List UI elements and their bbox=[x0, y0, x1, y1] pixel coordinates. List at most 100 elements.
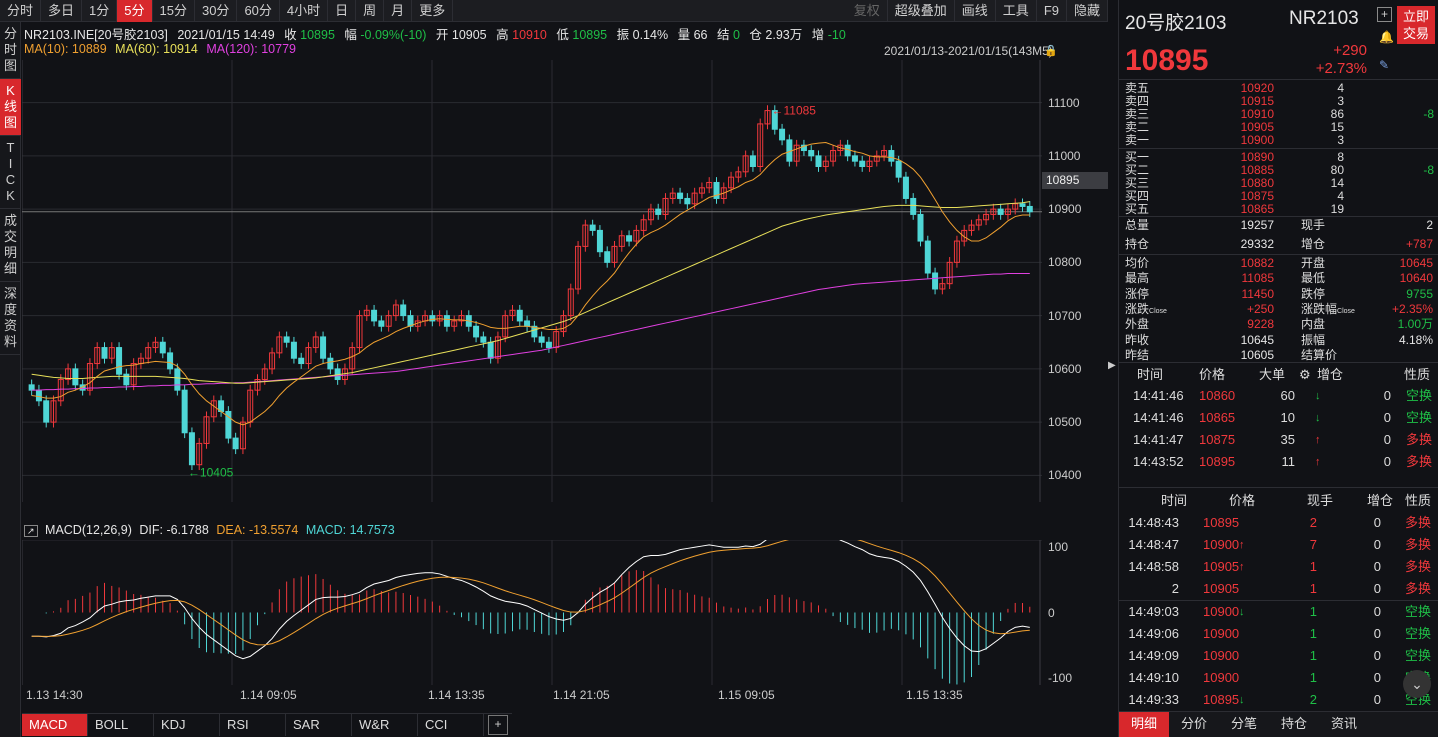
collapse-panel-icon[interactable]: ▶ bbox=[1108, 360, 1116, 371]
candle bbox=[494, 336, 501, 359]
toolbar-right-2[interactable]: 画线 bbox=[955, 0, 996, 22]
quote-tab-2[interactable]: 分笔 bbox=[1230, 716, 1257, 731]
edit-icon[interactable]: ✎ bbox=[1379, 58, 1390, 72]
candle bbox=[844, 144, 851, 157]
period-tab-8[interactable]: 日 bbox=[328, 0, 357, 22]
period-tab-2[interactable]: 1分 bbox=[82, 0, 118, 22]
trade-nature: 多换 bbox=[1406, 454, 1433, 469]
candle bbox=[159, 341, 166, 354]
quote-tab-1[interactable]: 分价 bbox=[1180, 716, 1207, 731]
candle bbox=[502, 315, 509, 338]
macd-settings-icon[interactable]: ↗ bbox=[24, 525, 38, 537]
detail-time: 14:48:43 bbox=[1128, 515, 1179, 530]
period-tab-3[interactable]: 5分 bbox=[117, 0, 153, 22]
toolbar-right-1[interactable]: 超级叠加 bbox=[888, 0, 955, 22]
indicator-tab-kdj[interactable]: KDJ bbox=[154, 714, 220, 736]
period-tab-6[interactable]: 60分 bbox=[237, 0, 280, 22]
candle bbox=[932, 272, 939, 290]
candle bbox=[757, 123, 764, 168]
candle bbox=[779, 128, 786, 141]
alert-bell-icon[interactable]: 🔔 bbox=[1379, 30, 1394, 44]
indicator-tab-macd[interactable]: MACD bbox=[22, 714, 88, 736]
stat-value: 10640 bbox=[1399, 271, 1433, 286]
candle bbox=[822, 160, 829, 168]
period-tab-9[interactable]: 周 bbox=[356, 0, 385, 22]
toolbar-right-4[interactable]: F9 bbox=[1037, 0, 1067, 22]
candle bbox=[531, 325, 538, 338]
orderbook-price: 10880 bbox=[1240, 176, 1274, 190]
period-tab-10[interactable]: 月 bbox=[384, 0, 413, 22]
period-tab-1[interactable]: 多日 bbox=[41, 0, 83, 22]
detail-time: 14:49:06 bbox=[1128, 626, 1179, 641]
indicator-tab-cci[interactable]: CCI bbox=[418, 714, 484, 736]
candle bbox=[553, 331, 560, 349]
date-range-label: 2021/01/13-2021/01/15(143M5) bbox=[884, 44, 1053, 58]
stat-label: 跌停 bbox=[1301, 286, 1326, 301]
period-tab-0[interactable]: 分时 bbox=[0, 0, 42, 22]
trade-now-button[interactable]: 立即交易 bbox=[1397, 6, 1435, 44]
low-marker: ←10405 bbox=[188, 466, 234, 480]
quote-tab-0[interactable]: 明细 bbox=[1119, 712, 1169, 737]
gear-icon[interactable]: ⚙ bbox=[1299, 367, 1311, 382]
detail-oi: 0 bbox=[1373, 626, 1381, 641]
stat-value: +250 bbox=[1246, 301, 1274, 316]
inc-label: 增 bbox=[811, 28, 825, 42]
candle bbox=[123, 373, 130, 386]
indicator-tab-rsi[interactable]: RSI bbox=[220, 714, 286, 736]
candle bbox=[953, 240, 960, 263]
indicator-tab-w&r[interactable]: W&R bbox=[352, 714, 418, 736]
quote-tab-4[interactable]: 资讯 bbox=[1330, 716, 1357, 731]
macd-value-label: MACD: 14.7573 bbox=[305, 523, 395, 537]
orderbook-price: 10865 bbox=[1240, 202, 1274, 216]
quote-tab-3[interactable]: 持仓 bbox=[1280, 716, 1307, 731]
stat-label: 外盘 bbox=[1125, 317, 1150, 332]
add-watchlist-icon[interactable]: + bbox=[1377, 7, 1392, 22]
macd-chart[interactable] bbox=[22, 540, 1042, 685]
toolbar-right-3[interactable]: 工具 bbox=[996, 0, 1037, 22]
toolbar-right-0[interactable]: 复权 bbox=[847, 0, 888, 22]
detail-nature: 多换 bbox=[1405, 559, 1432, 574]
trade-time: 14:41:46 bbox=[1133, 388, 1184, 403]
stat-value: 9228 bbox=[1247, 317, 1274, 332]
stat-label: 涨停 bbox=[1125, 286, 1150, 301]
add-indicator-button[interactable]: + bbox=[488, 715, 508, 735]
toolbar-right-5[interactable]: 隐藏 bbox=[1067, 0, 1108, 22]
candle bbox=[516, 309, 523, 322]
leftnav-item-3[interactable]: 成交明细 bbox=[0, 209, 21, 282]
trade-time: 14:43:52 bbox=[1133, 454, 1184, 469]
candle bbox=[86, 363, 93, 391]
indicator-tab-sar[interactable]: SAR bbox=[286, 714, 352, 736]
period-tab-7[interactable]: 4小时 bbox=[280, 0, 329, 22]
candle bbox=[633, 229, 640, 242]
lock-icon[interactable]: 🔒 bbox=[1044, 45, 1058, 57]
candle bbox=[400, 304, 407, 317]
period-tab-4[interactable]: 15分 bbox=[153, 0, 195, 22]
detail-time: 14:49:09 bbox=[1128, 648, 1179, 663]
indicator-tab-boll[interactable]: BOLL bbox=[88, 714, 154, 736]
header-cell: 增仓 bbox=[1367, 493, 1394, 508]
period-tab-11[interactable]: 更多 bbox=[412, 0, 454, 22]
quote-tabs: 明细 分价 分笔 持仓 资讯 bbox=[1119, 711, 1438, 737]
scroll-down-button[interactable]: ⌄ bbox=[1403, 670, 1431, 698]
detail-row: 14:48:43 10895 2 0 多换 bbox=[1119, 512, 1438, 534]
x-tick-label: 1.14 09:05 bbox=[240, 688, 297, 702]
close-label: 收 bbox=[284, 28, 297, 42]
detail-price: 10895 bbox=[1203, 692, 1240, 707]
period-tab-5[interactable]: 30分 bbox=[195, 0, 238, 22]
y-tick-label: 10600 bbox=[1048, 361, 1082, 376]
ma10-label: MA(10): 10889 bbox=[24, 42, 107, 56]
candlestick-chart[interactable]: ←11085 ←10405 bbox=[22, 60, 1042, 502]
orderbook-volume: 86 bbox=[1330, 107, 1344, 121]
orderbook-row: 买一 10890 8 bbox=[1119, 151, 1438, 163]
trade-oi: 0 bbox=[1383, 388, 1391, 403]
stat-row: 外盘 9228 内盘 1.00万 bbox=[1119, 316, 1438, 332]
orderbook-volume: 14 bbox=[1330, 176, 1344, 190]
candle bbox=[742, 155, 749, 173]
leftnav-item-4[interactable]: 深度资料 bbox=[0, 282, 21, 355]
leftnav-item-0[interactable]: 分时图 bbox=[0, 22, 21, 79]
candle bbox=[1026, 205, 1033, 213]
candle bbox=[101, 347, 108, 359]
orderbook-row: 买三 10880 14 bbox=[1119, 177, 1438, 189]
